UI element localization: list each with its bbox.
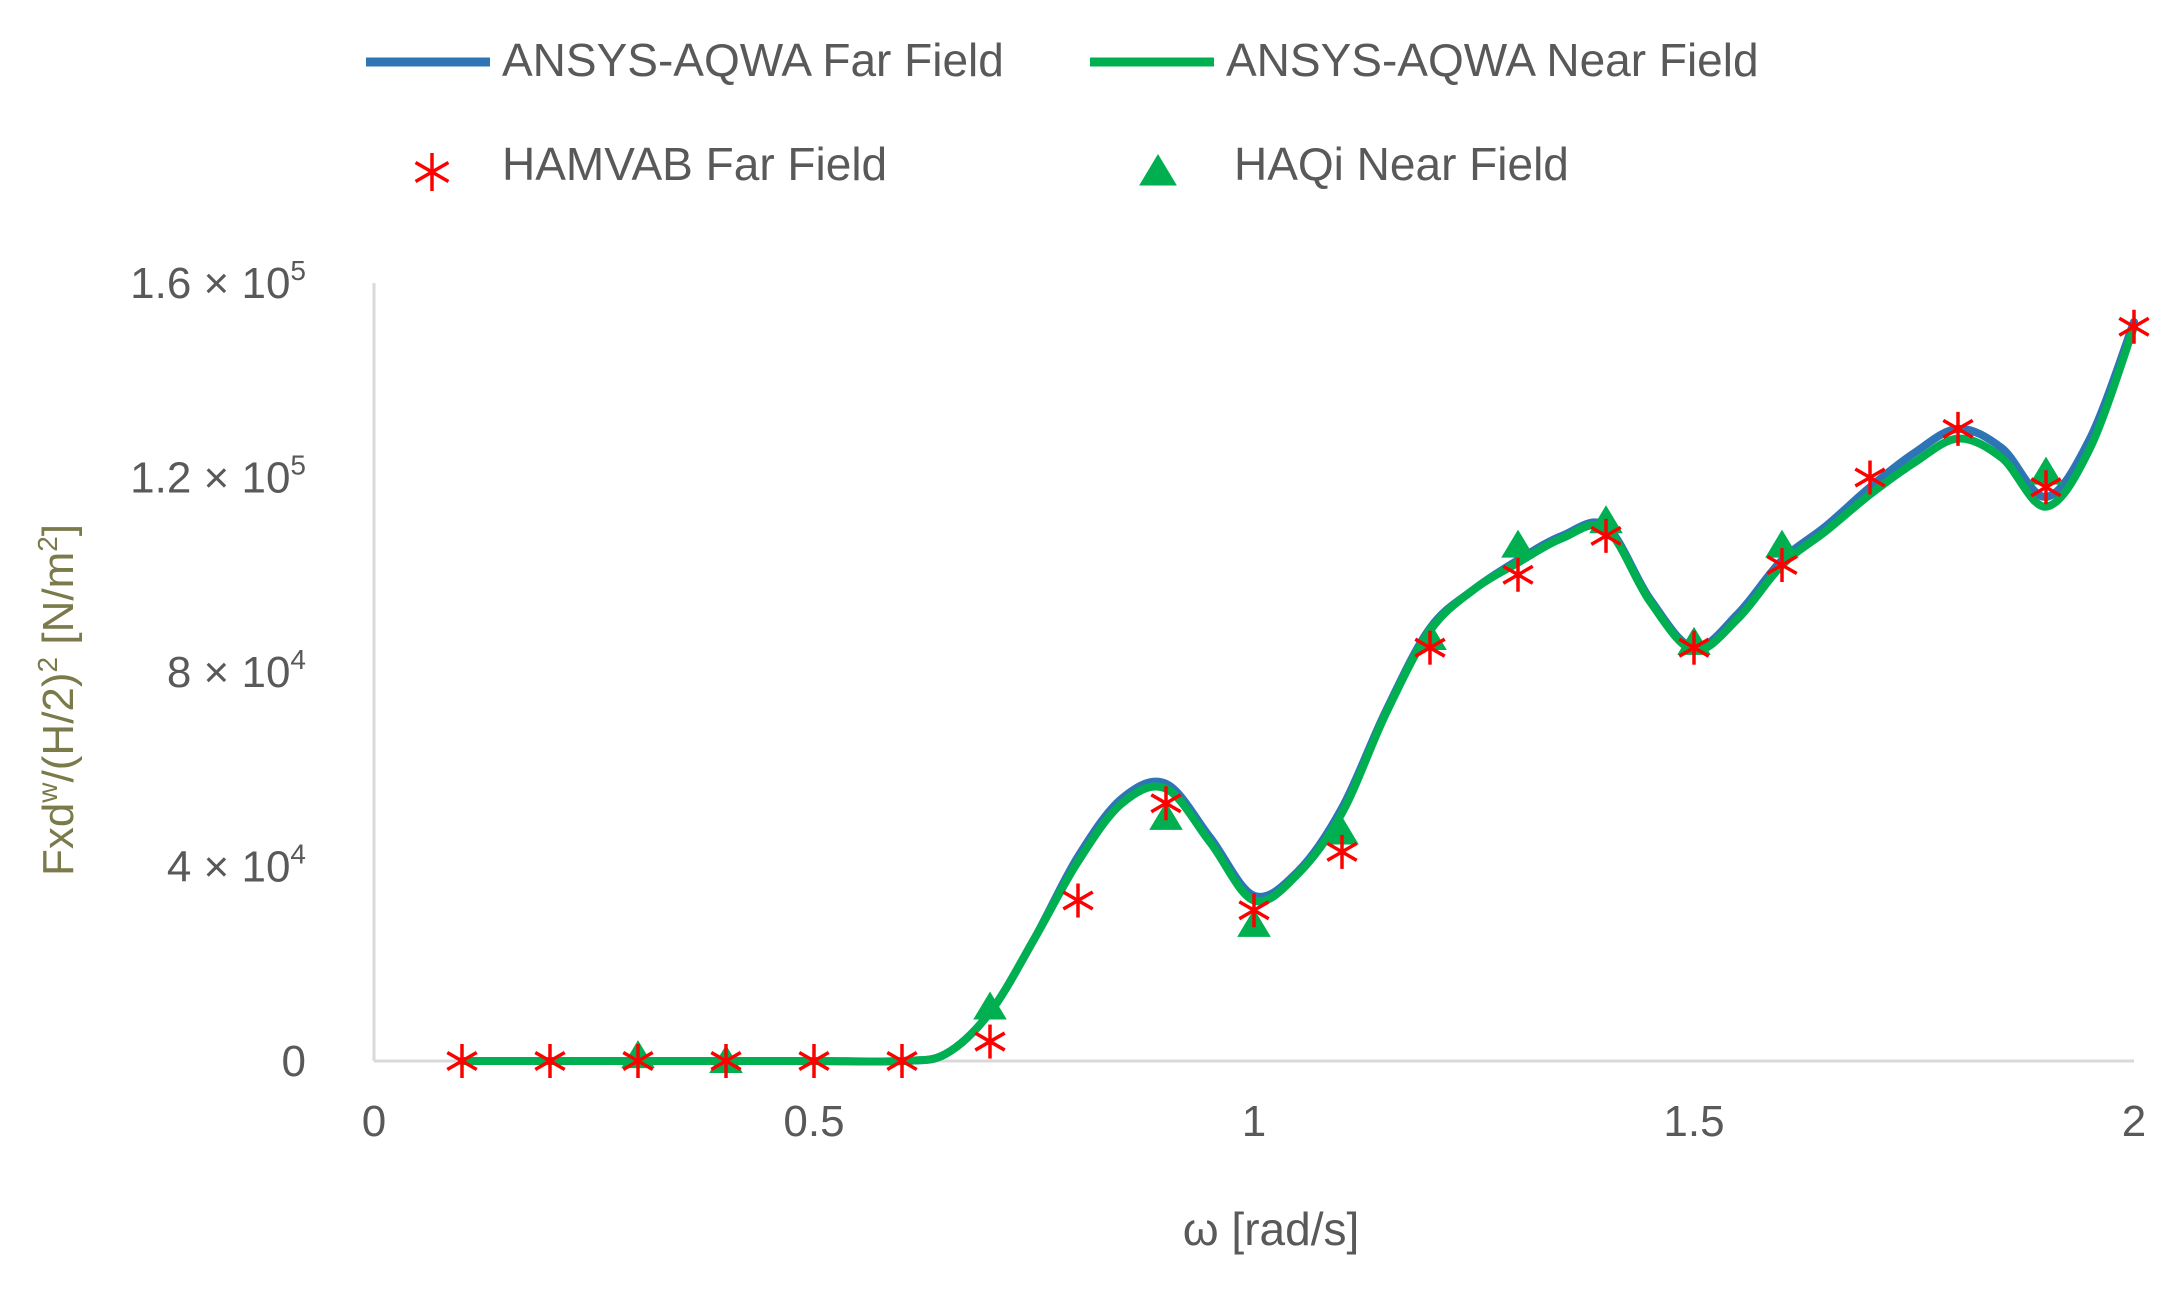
y-tick-label: 0 [282, 1037, 306, 1086]
plot-area [446, 309, 2150, 1078]
asterisk-marker [534, 1044, 566, 1078]
legend-swatch-far-marker [414, 153, 450, 191]
legend-asterisk-icon [414, 153, 450, 191]
y-tick-label: 4 × 104 [167, 839, 306, 892]
legend-swatch-near-marker [1139, 154, 1177, 186]
legend-label-far-line: ANSYS-AQWA Far Field [502, 34, 1004, 86]
series-line-near-field [458, 322, 2138, 1066]
asterisk-marker [886, 1044, 918, 1078]
legend-label-near-marker: HAQi Near Field [1234, 138, 1569, 190]
y-axis-title: Fxdw/(H/2)2 [N/m2] [32, 524, 83, 876]
y-axis-title-unit-end: ] [34, 524, 83, 536]
x-tick-label: 2 [2122, 1097, 2146, 1146]
asterisk-marker [1502, 557, 1534, 592]
y-axis-title-unit-sup: 2 [32, 536, 63, 552]
legend: ANSYS-AQWA Far Field ANSYS-AQWA Near Fie… [366, 34, 1759, 191]
asterisk-marker [1062, 883, 1094, 918]
y-tick-label: 1.6 × 105 [130, 255, 306, 308]
asterisk-marker [1590, 518, 1622, 553]
y-tick-mantissa: 1.2 × 10 [130, 454, 290, 503]
y-axis-title-unit: [N/m [34, 552, 83, 657]
asterisk-marker [1150, 786, 1182, 821]
legend-triangle-icon [1139, 154, 1177, 186]
y-axis-title-sup1: w [32, 782, 63, 804]
asterisk-marker [446, 1044, 478, 1078]
asterisk-marker [2118, 309, 2150, 344]
y-axis-title-sup2: 2 [32, 657, 63, 673]
triangle-marker [1501, 529, 1535, 558]
x-tick-label: 0.5 [783, 1097, 844, 1146]
y-tick-exponent: 4 [290, 839, 306, 870]
y-tick-mantissa: 4 × 10 [167, 843, 291, 892]
asterisk-marker [1326, 834, 1358, 869]
y-tick-label: 1.2 × 105 [130, 450, 306, 503]
asterisk-marker [1942, 411, 1974, 446]
asterisk-marker [1678, 630, 1710, 665]
asterisk-marker [974, 1024, 1006, 1059]
asterisk-marker [1854, 460, 1886, 495]
asterisk-marker [798, 1044, 830, 1078]
y-tick-label: 8 × 104 [167, 644, 306, 697]
y-tick-mantissa: 1.6 × 10 [130, 259, 290, 308]
triangle-marker [1325, 816, 1359, 845]
triangle-marker [973, 991, 1007, 1020]
asterisk-marker [710, 1044, 742, 1078]
y-axis-title-base: Fxd [34, 803, 83, 876]
x-tick-label: 1 [1242, 1097, 1266, 1146]
y-axis-title-mid: /(H/2) [34, 672, 83, 782]
asterisk-marker [622, 1044, 654, 1078]
y-tick-exponent: 5 [290, 450, 306, 481]
asterisk-marker [2030, 470, 2062, 505]
x-tick-label: 0 [362, 1097, 386, 1146]
asterisk-marker [1414, 630, 1446, 665]
y-tick-mantissa: 8 × 10 [167, 648, 291, 697]
asterisk-marker [1766, 548, 1798, 583]
x-axis-title: ω [rad/s] [1183, 1203, 1360, 1255]
asterisk-marker [1238, 893, 1270, 928]
legend-label-far-marker: HAMVAB Far Field [502, 138, 887, 190]
x-tick-label: 1.5 [1663, 1097, 1724, 1146]
series-line-far-field [458, 317, 2138, 1066]
legend-label-near-line: ANSYS-AQWA Near Field [1226, 34, 1759, 86]
y-tick-mantissa: 0 [282, 1037, 306, 1086]
x-tick-labels: 0 0.5 1 1.5 2 [362, 1097, 2146, 1146]
axes [372, 283, 2134, 1063]
triangle-marker [1765, 529, 1799, 558]
y-tick-exponent: 5 [290, 255, 306, 286]
y-tick-exponent: 4 [290, 644, 306, 675]
